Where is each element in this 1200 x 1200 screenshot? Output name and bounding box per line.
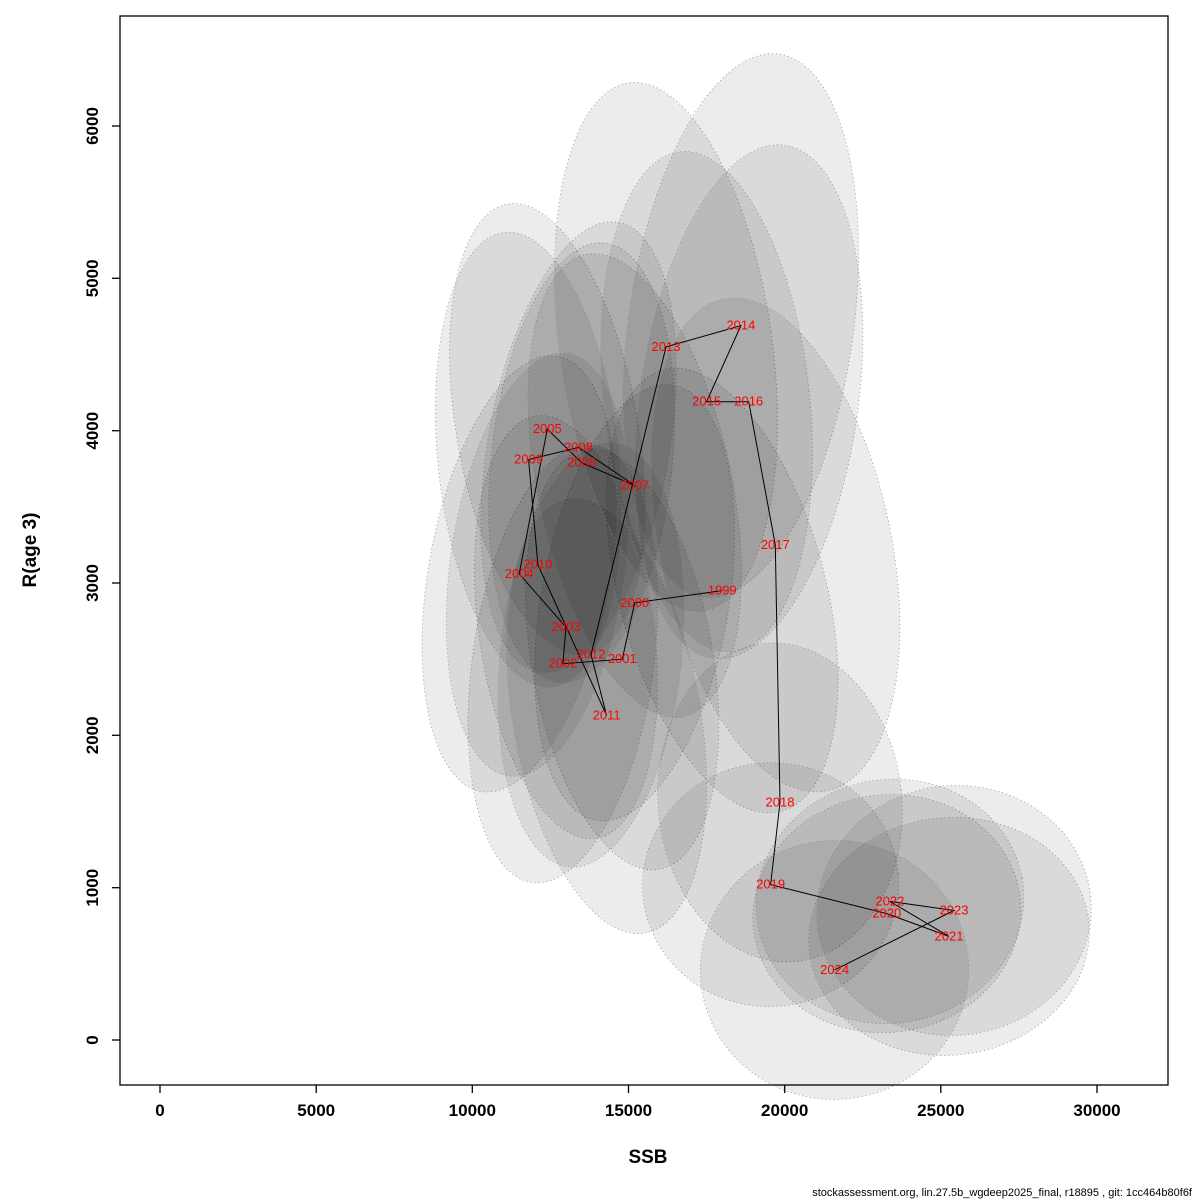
year-label-2001: 2001 [608,651,637,666]
year-label-2016: 2016 [734,394,763,409]
x-axis-tick-label: 0 [155,1101,164,1120]
y-axis-tick-label: 2000 [83,716,102,754]
x-axis-tick-label: 5000 [297,1101,335,1120]
year-label-2017: 2017 [761,537,790,552]
year-label-2021: 2021 [935,928,964,943]
year-label-2000: 2000 [620,595,649,610]
x-axis-tick-label: 20000 [761,1101,808,1120]
x-axis-tick-label: 30000 [1073,1101,1120,1120]
year-label-2005: 2005 [533,421,562,436]
year-label-2003: 2003 [552,619,581,634]
year-label-2024: 2024 [820,962,849,977]
confidence-ellipses-layer [421,53,1092,1100]
year-label-2004: 2004 [505,566,534,581]
year-label-2008: 2008 [564,439,593,454]
year-label-2012: 2012 [577,647,606,662]
x-axis-title: SSB [628,1147,667,1168]
y-axis-title: R(age 3) [20,513,41,588]
year-labels-layer: 1999 2000 2001 2002 2003 2004 2005 2006 2007 2008… [505,318,969,977]
year-label-2007: 2007 [620,478,649,493]
year-label-1999: 1999 [708,583,737,598]
y-axis-tick-label: 0 [83,1035,102,1044]
y-axis-tick-label: 5000 [83,259,102,297]
year-label-2018: 2018 [766,794,795,809]
trajectory-line [518,324,956,971]
year-label-2020: 2020 [872,906,901,921]
year-label-2023: 2023 [940,903,969,918]
year-label-2009: 2009 [514,452,543,467]
year-label-2015: 2015 [692,394,721,409]
year-label-2002: 2002 [548,656,577,671]
y-axis-tick-label: 1000 [83,869,102,907]
y-axis-tick-label: 3000 [83,564,102,602]
trajectory-layer [518,324,956,971]
footer-attribution: stockassessment.org, lin.27.5b_wgdeep202… [812,1187,1193,1199]
y-axis-tick-label: 6000 [83,107,102,145]
x-axis-tick-label: 10000 [449,1101,496,1120]
axes-layer: 0 5000 10000 15000 20000 25000 30000 0 1000 2000 3… [83,107,1121,1120]
year-label-2013: 2013 [652,339,681,354]
year-label-2006: 2006 [567,455,596,470]
plot-frame-layer [119,15,1169,1086]
year-label-2019: 2019 [756,877,785,892]
year-label-2014: 2014 [726,318,755,333]
y-axis-tick-label: 4000 [83,412,102,450]
plot-frame [119,15,1169,1086]
x-axis-tick-label: 15000 [605,1101,652,1120]
year-label-2010: 2010 [523,557,552,572]
x-axis-tick-label: 25000 [917,1101,964,1120]
year-label-2011: 2011 [593,708,621,723]
year-label-2022: 2022 [875,893,904,908]
